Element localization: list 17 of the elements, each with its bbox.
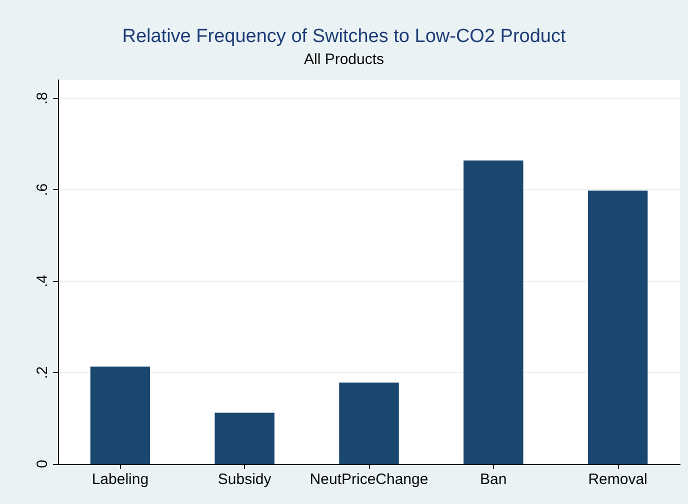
y-tick-label: 0 [34,460,51,468]
bar [464,160,524,464]
x-tick-label: Subsidy [218,471,272,488]
bar [214,412,274,464]
x-tick-label: Ban [480,471,507,488]
chart-subtitle: All Products [304,51,384,68]
x-tick-label: Labeling [92,471,149,488]
chart-title: Relative Frequency of Switches to Low-CO2 Product [122,26,566,47]
x-tick-label: Removal [588,471,648,488]
bar [588,190,648,464]
y-tick-label: .4 [34,274,51,288]
y-tick-label: .8 [34,92,51,105]
y-tick-label: .2 [34,366,51,379]
y-tick-label: .6 [34,183,51,196]
x-tick-label: NeutPriceChange [310,471,428,488]
bar [90,366,150,464]
bar [339,382,399,464]
